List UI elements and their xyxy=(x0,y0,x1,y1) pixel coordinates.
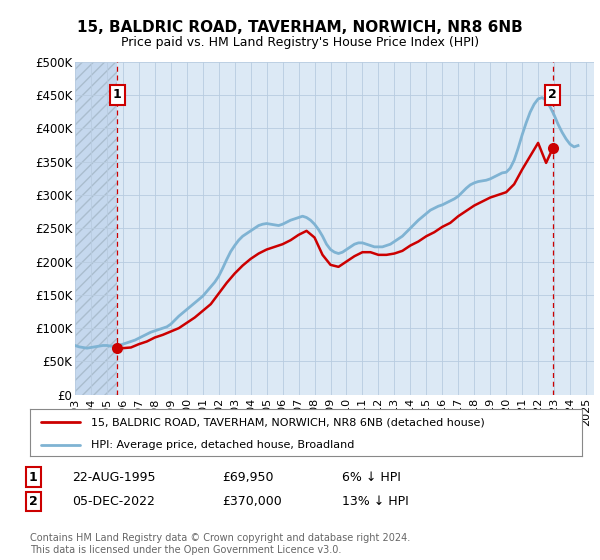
Bar xyxy=(75,62,118,395)
Text: 2: 2 xyxy=(548,88,557,101)
Text: 05-DEC-2022: 05-DEC-2022 xyxy=(72,494,155,508)
Text: Contains HM Land Registry data © Crown copyright and database right 2024.
This d: Contains HM Land Registry data © Crown c… xyxy=(30,533,410,555)
Text: 1: 1 xyxy=(113,88,122,101)
Text: HPI: Average price, detached house, Broadland: HPI: Average price, detached house, Broa… xyxy=(91,440,354,450)
Text: Price paid vs. HM Land Registry's House Price Index (HPI): Price paid vs. HM Land Registry's House … xyxy=(121,36,479,49)
Text: £370,000: £370,000 xyxy=(222,494,282,508)
Bar xyxy=(75,62,118,395)
Text: 13% ↓ HPI: 13% ↓ HPI xyxy=(342,494,409,508)
Text: 6% ↓ HPI: 6% ↓ HPI xyxy=(342,470,401,484)
Text: 2: 2 xyxy=(29,494,37,508)
Text: £69,950: £69,950 xyxy=(222,470,274,484)
Text: 15, BALDRIC ROAD, TAVERHAM, NORWICH, NR8 6NB: 15, BALDRIC ROAD, TAVERHAM, NORWICH, NR8… xyxy=(77,20,523,35)
Text: 15, BALDRIC ROAD, TAVERHAM, NORWICH, NR8 6NB (detached house): 15, BALDRIC ROAD, TAVERHAM, NORWICH, NR8… xyxy=(91,417,484,427)
Text: 22-AUG-1995: 22-AUG-1995 xyxy=(72,470,155,484)
Text: 1: 1 xyxy=(29,470,37,484)
